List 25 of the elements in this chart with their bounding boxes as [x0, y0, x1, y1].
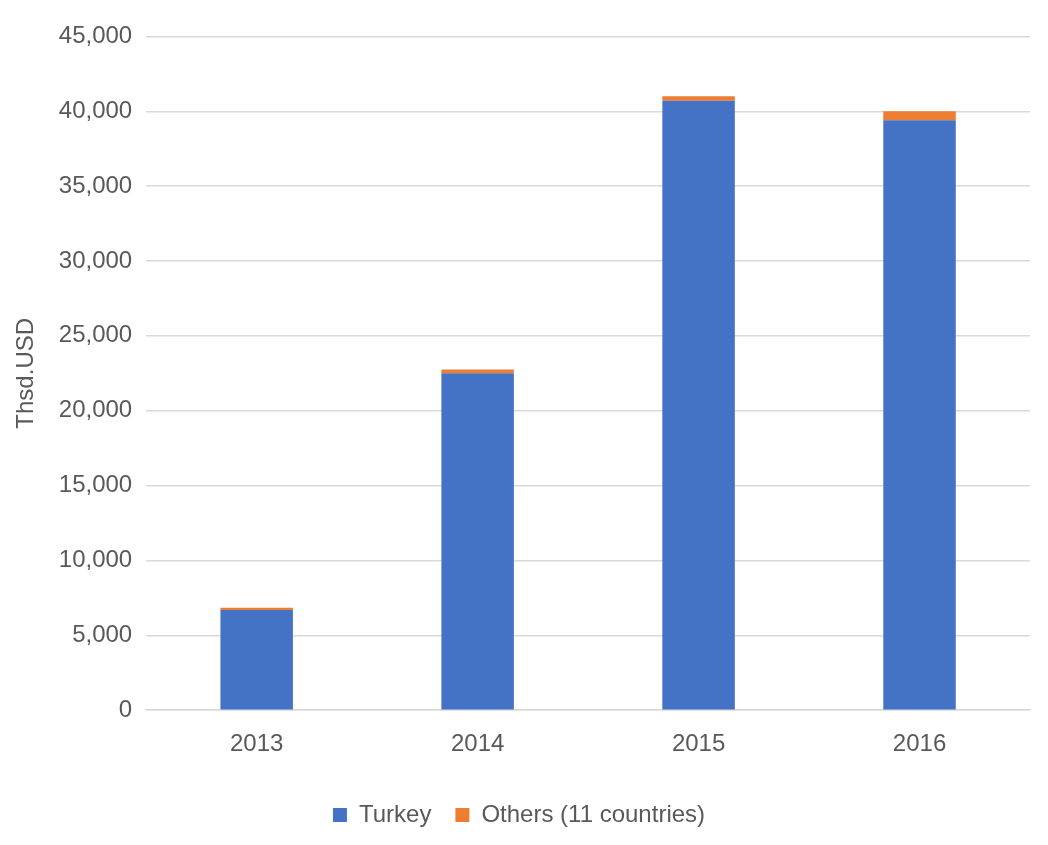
y-tick-label: 25,000 [58, 320, 133, 348]
y-tick-label: 20,000 [58, 395, 133, 423]
bar [662, 100, 735, 710]
y-tick-label: 45,000 [58, 21, 133, 49]
legend-label: Turkey [358, 799, 432, 827]
y-axis-title: Thsd.USD [11, 317, 39, 429]
bar [441, 369, 514, 374]
x-tick-label: 2014 [450, 729, 505, 757]
bar [883, 111, 956, 121]
y-tick-label: 30,000 [58, 245, 133, 273]
y-tick-label: 5,000 [72, 619, 133, 647]
y-tick-label: 40,000 [58, 95, 133, 123]
bar [441, 373, 514, 710]
bar [883, 120, 956, 710]
bar [662, 96, 735, 101]
y-tick-label: 15,000 [58, 470, 133, 498]
y-tick-label: 35,000 [58, 170, 133, 198]
x-tick-label: 2013 [229, 729, 284, 757]
y-tick-label: 10,000 [58, 545, 133, 573]
x-tick-label: 2015 [671, 729, 726, 757]
x-tick-label: 2016 [892, 729, 947, 757]
y-tick-label: 0 [118, 694, 133, 722]
bar [220, 609, 293, 710]
bar [220, 607, 293, 610]
legend-label: Others (11 countries) [481, 799, 706, 827]
